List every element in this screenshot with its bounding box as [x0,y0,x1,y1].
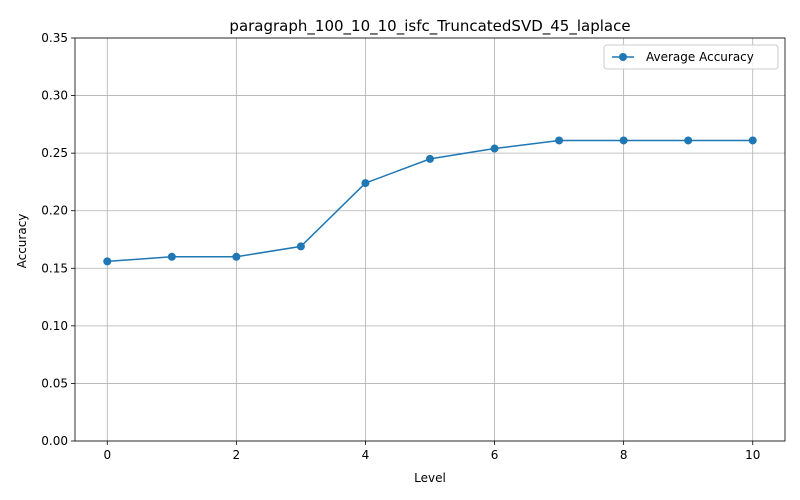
series [103,136,757,266]
data-point [232,252,241,261]
data-point [103,257,112,266]
y-tick-label: 0.25 [41,146,68,160]
y-tick-label: 0.10 [41,319,68,333]
legend-marker-swatch [619,53,627,61]
data-point [555,136,564,145]
y-tick-label: 0.20 [41,204,68,218]
axes-frame [74,37,786,442]
y-tick-label: 0.00 [41,434,68,448]
data-point [167,252,176,261]
y-tick-label: 0.30 [41,89,68,103]
x-tick-label: 8 [620,448,628,462]
data-point [490,144,499,153]
y-tick-label: 0.15 [41,261,68,275]
data-point [426,154,434,163]
x-tick-label: 4 [362,448,370,462]
y-axis-label: Accuracy [15,214,29,269]
grid [75,37,785,442]
x-tick-label: 0 [103,448,111,462]
ticks: 0 2 4 6 8 10 0.00 0.05 0.10 0.15 0.20 0.25 0.30 0.35 [41,31,760,462]
data-point [684,136,693,145]
chart-title: paragraph_100_10_10_isfc_TruncatedSVD_45… [229,17,630,36]
legend-box [603,44,779,70]
y-tick-label: 0.05 [41,376,68,390]
plot-area-border [74,37,786,442]
x-tick-label: 2 [233,448,241,462]
data-point [361,179,370,188]
data-point [296,242,305,251]
data-point [748,136,757,145]
x-tick-label: 6 [491,448,499,462]
x-axis-label: Level [414,471,446,485]
legend-label: Average Accuracy [646,50,754,64]
x-tick-label: 10 [745,448,760,462]
y-tick-label: 0.35 [41,31,68,45]
data-point [619,136,628,145]
legend: Average Accuracy [603,44,779,70]
